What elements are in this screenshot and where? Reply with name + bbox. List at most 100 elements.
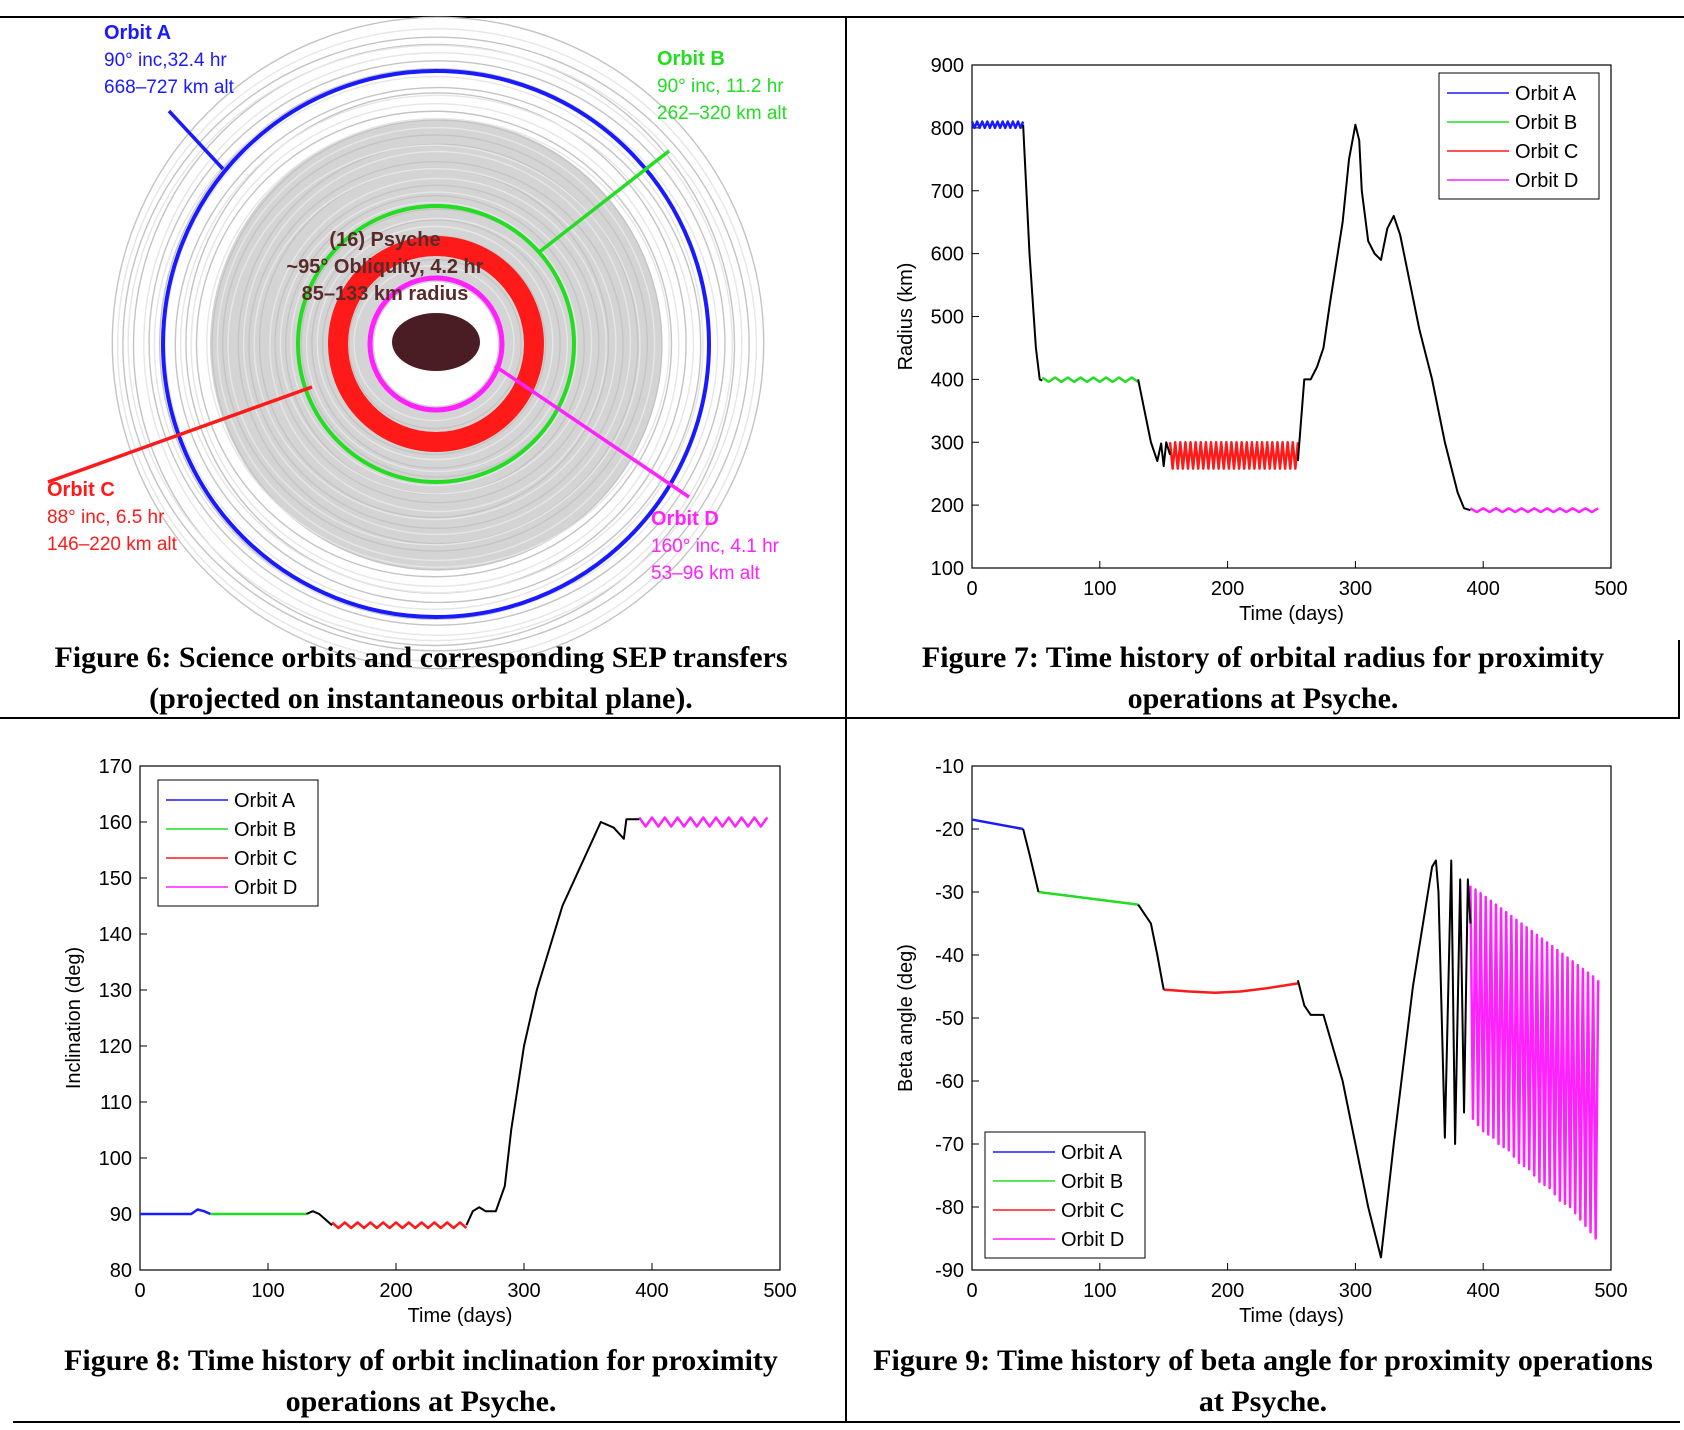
caption: Figure 9: Time history of beta angle for… (873, 1344, 1653, 1418)
x-tick-label: 0 (966, 1280, 977, 1302)
series-line (971, 818, 1024, 831)
transfer-ring (206, 118, 670, 568)
series-line (1041, 376, 1139, 384)
y-tick-label: 160 (99, 812, 132, 834)
series-line (305, 1210, 333, 1226)
series-line (1296, 859, 1472, 1259)
series-line (140, 1208, 211, 1216)
orbit-c (328, 236, 544, 452)
x-tick-label: 100 (1083, 578, 1116, 600)
transfer-ring (311, 219, 561, 469)
y-axis-label: Inclination (deg) (63, 947, 85, 1089)
transfer-ring (195, 110, 673, 578)
x-tick-label: 200 (1211, 1280, 1244, 1302)
y-tick-label: 80 (110, 1260, 132, 1282)
legend-label: Orbit B (1061, 1171, 1123, 1193)
x-tick-label: 300 (507, 1280, 540, 1302)
transfer-ring (179, 94, 695, 594)
orbit-b (296, 204, 576, 484)
series-line (1022, 828, 1040, 893)
y-tick-label: 800 (931, 118, 964, 140)
legend-label: Orbit D (1061, 1229, 1124, 1251)
series-line (1137, 379, 1172, 468)
caption: Figure 7: Time history of orbital radius… (921, 641, 1605, 715)
series-line (331, 1221, 468, 1230)
orbit-a (161, 69, 711, 619)
series-line (1296, 123, 1471, 512)
y-axis-label: Radius (km) (895, 263, 917, 371)
leader-line (536, 149, 671, 255)
series-line (1137, 904, 1165, 990)
orbit-details: 160° inc, 4.1 hr (651, 536, 780, 557)
x-tick-label: 400 (1467, 1280, 1500, 1302)
legend: Orbit A Orbit B Orbit C Orbit D (1438, 72, 1600, 200)
y-tick-label: 110 (100, 1092, 132, 1114)
x-axis-label: Time (days) (1239, 1305, 1344, 1327)
y-tick-label: -90 (935, 1260, 964, 1282)
transfer-ring (279, 191, 593, 495)
y-tick-label: 100 (931, 558, 964, 580)
transfer-ring (127, 44, 743, 642)
transfer-ring (148, 60, 726, 626)
x-tick-label: 400 (1467, 578, 1500, 600)
orbit-d (367, 275, 505, 413)
caption: Figure 6: Science orbits and correspondi… (54, 641, 788, 715)
legend-label: Orbit A (1515, 83, 1577, 105)
transfer-ring (216, 126, 656, 562)
y-tick-label: 140 (99, 924, 132, 946)
chart: 0 100 200 300 400 500 80 90 100 110 120 130 140 150 16… (63, 756, 797, 1327)
orbit-details: 146–220 km alt (47, 534, 178, 555)
y-tick-label: 700 (931, 181, 964, 203)
x-axis-label: Time (days) (1239, 603, 1344, 625)
orbit-diagram: Orbit A 90° inc,32.4 hr 668–727 km alt Orbi… (47, 16, 788, 670)
legend-label: Orbit A (234, 790, 296, 812)
transfer-ring (348, 258, 523, 430)
chart: 0 100 200 300 400 500 -90 -80 -70 -60 -50 -40 -30 -20… (895, 756, 1628, 1327)
x-tick-label: 200 (379, 1280, 412, 1302)
series-line (1469, 507, 1599, 514)
x-tick-label: 500 (763, 1280, 796, 1302)
body-label: 85–133 km radius (302, 283, 469, 305)
transfer-ring (253, 167, 617, 521)
series-line (1168, 441, 1300, 470)
transfer-ring (248, 160, 624, 530)
y-tick-label: -70 (935, 1134, 964, 1156)
y-tick-label: 170 (99, 756, 132, 778)
legend-label: Orbit C (1061, 1200, 1124, 1222)
legend-label: Orbit C (1515, 141, 1578, 163)
y-tick-label: -40 (935, 945, 964, 967)
y-tick-label: 400 (931, 369, 964, 391)
legend-box (1438, 72, 1600, 200)
y-tick-label: 300 (931, 432, 964, 454)
legend-label: Orbit B (1515, 112, 1577, 134)
caption: Figure 8: Time history of orbit inclinat… (64, 1344, 778, 1418)
transfer-ring (174, 86, 702, 604)
x-tick-label: 100 (251, 1280, 284, 1302)
x-tick-label: 500 (1594, 1280, 1627, 1302)
transfer-ring (269, 177, 607, 513)
transfer-ring (211, 119, 663, 571)
transfer-ring (116, 28, 758, 662)
transfer-ring (274, 184, 600, 504)
y-tick-label: 90 (110, 1204, 132, 1226)
y-tick-label: -50 (935, 1008, 964, 1030)
transfer-ring (111, 16, 765, 670)
y-tick-label: 130 (99, 980, 132, 1002)
x-axis-label: Time (days) (408, 1305, 513, 1327)
legend-label: Orbit B (234, 819, 296, 841)
orbit-details: 262–320 km alt (657, 103, 788, 124)
transfer-ring (221, 134, 649, 552)
x-tick-label: 0 (134, 1280, 145, 1302)
y-tick-label: -30 (935, 882, 964, 904)
panel-borders (0, 16, 1684, 1423)
transfer-ring (132, 43, 736, 647)
x-tick-label: 100 (1083, 1280, 1116, 1302)
transfer-ring (321, 235, 547, 455)
x-tick-label: 500 (1594, 578, 1627, 600)
legend-label: Orbit D (234, 877, 297, 899)
orbit-details: 668–727 km alt (104, 77, 235, 98)
y-tick-label: -20 (935, 819, 964, 841)
transfer-ring (237, 143, 639, 545)
